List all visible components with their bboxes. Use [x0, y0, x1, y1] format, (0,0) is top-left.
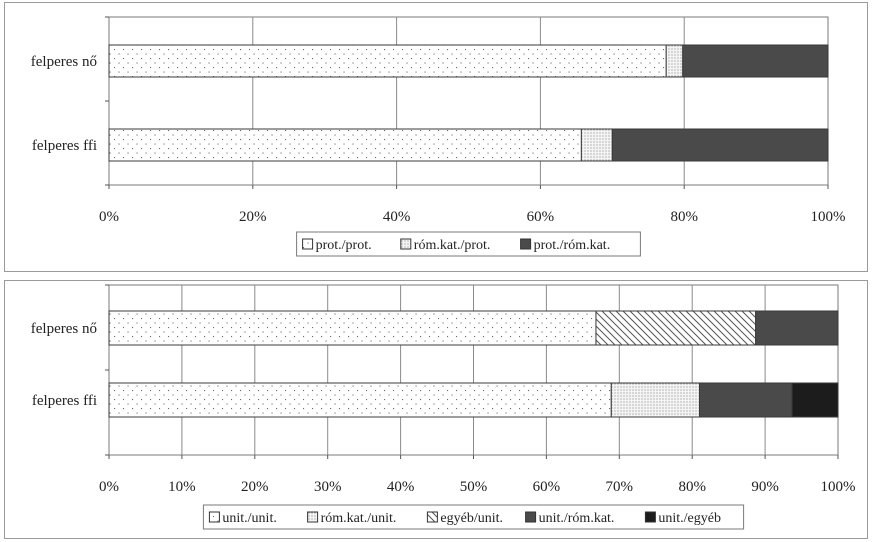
x-tick-label: 20%	[239, 209, 267, 225]
legend-label-rom-kat-unit: róm.kat./unit.	[321, 511, 397, 526]
legend-swatch-rom-kat-unit	[307, 511, 319, 523]
legend-label-unit-egyeb: unit./egyéb	[658, 511, 721, 526]
bar-segment-unit-unit	[108, 382, 612, 418]
x-tick-label: 40%	[383, 209, 411, 225]
x-tick-label: 30%	[314, 479, 342, 495]
x-tick-label: 100%	[811, 209, 846, 225]
bar-segment-rom-kat-prot	[665, 44, 684, 78]
bar-segment-unit-rom-kat	[755, 310, 839, 346]
chart-1-svg: 0% 20% 40% 60% 80% 100% felperes nő felperes ff…	[31, 16, 846, 257]
x-tick-label: 90%	[751, 479, 779, 495]
bar-segment-prot-rom-kat	[611, 128, 829, 162]
legend-swatch-egyeb-unit	[426, 511, 438, 523]
x-tick-label: 0%	[99, 209, 119, 225]
legend-swatch-prot-prot	[302, 238, 314, 250]
bar-segment-unit-egyeb	[791, 382, 839, 418]
bar-segment-prot-prot	[108, 128, 582, 162]
legend-label-prot-prot: prot./prot.	[316, 238, 372, 253]
legend-label-unit-unit: unit./unit.	[222, 511, 276, 526]
x-tick-label: 60%	[527, 209, 555, 225]
x-tick-label: 10%	[168, 479, 196, 495]
category-label: felperes nő	[31, 321, 97, 337]
x-tick-label: 60%	[533, 479, 561, 495]
x-tick-label: 20%	[241, 479, 269, 495]
legend-label-unit-rom-kat: unit./róm.kat.	[539, 511, 615, 526]
chart-panel-1: 0% 20% 40% 60% 80% 100% felperes nő felperes ff…	[4, 2, 868, 272]
bar-segment-unit-rom-kat	[698, 382, 793, 418]
chart-panel-2: 0% 10% 20% 30% 40% 50% 60% 70% 80% 90% 100% felpere…	[4, 280, 868, 539]
legend-swatch-prot-rom-kat	[520, 238, 532, 250]
x-tick-label: 50%	[460, 479, 488, 495]
x-tick-label: 40%	[387, 479, 415, 495]
bar-segment-egyeb-unit	[595, 310, 757, 346]
x-tick-label: 80%	[678, 479, 706, 495]
chart-2-svg: 0% 10% 20% 30% 40% 50% 60% 70% 80% 90% 100% felpere…	[31, 284, 856, 530]
legend-label-egyeb-unit: egyéb/unit.	[440, 511, 503, 526]
bar-segment-rom-kat-prot	[580, 128, 613, 162]
category-label: felperes ffi	[32, 393, 97, 409]
x-tick-label: 70%	[606, 479, 634, 495]
legend-swatch-unit-rom-kat	[525, 511, 537, 523]
category-label: felperes ffi	[32, 138, 97, 154]
legend	[296, 231, 641, 257]
bar-segment-prot-rom-kat	[682, 44, 829, 78]
legend-label-rom-kat-prot: róm.kat./prot.	[414, 238, 491, 253]
bar-segment-unit-unit	[108, 310, 597, 346]
legend-swatch-unit-egyeb	[644, 511, 656, 523]
category-label: felperes nő	[31, 54, 97, 70]
x-tick-label: 80%	[670, 209, 698, 225]
x-tick-label: 100%	[821, 479, 856, 495]
legend-swatch-rom-kat-prot	[400, 238, 412, 250]
x-tick-label: 0%	[99, 479, 119, 495]
legend-swatch-unit-unit	[208, 511, 220, 523]
legend-label-prot-rom-kat: prot./róm.kat.	[534, 238, 611, 253]
bar-segment-rom-kat-unit	[610, 382, 700, 418]
bar-segment-prot-prot	[108, 44, 667, 78]
